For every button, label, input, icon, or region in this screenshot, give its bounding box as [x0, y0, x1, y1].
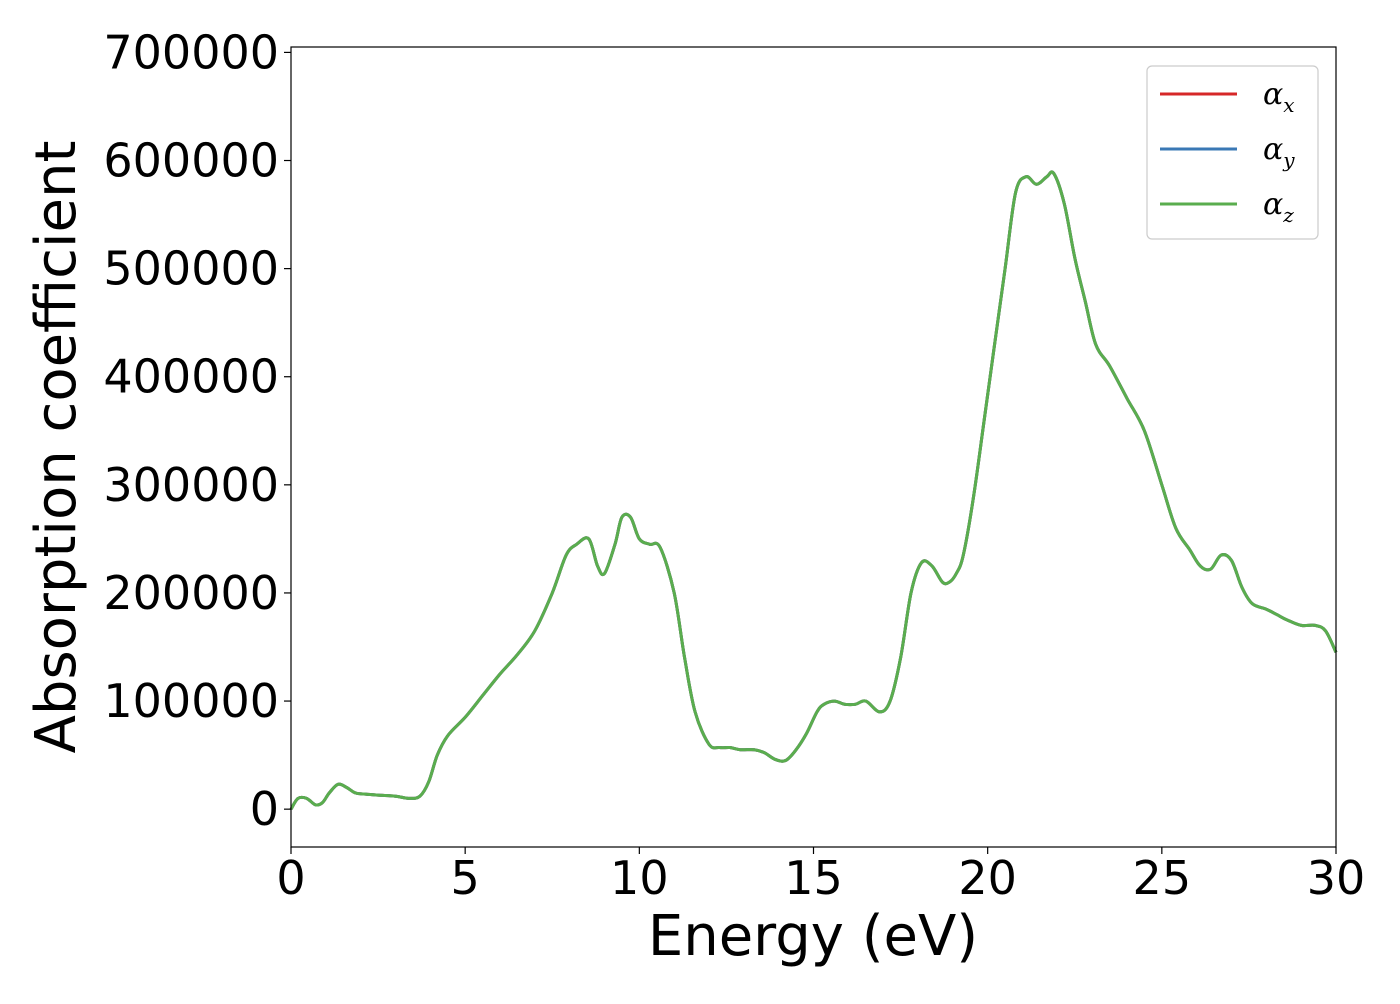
y-tick-label: 300000 [103, 458, 279, 512]
legend-label-subscript: x [1283, 93, 1294, 117]
y-tick-label: 500000 [103, 242, 279, 296]
y-tick-label: 600000 [103, 134, 279, 188]
series-line-alpha-z [289, 170, 1338, 811]
x-tick-label: 5 [451, 851, 480, 905]
x-tick-label: 0 [276, 851, 305, 905]
legend-label: αz [1263, 187, 1294, 227]
y-tick-label: 200000 [103, 566, 279, 620]
series-layer [289, 170, 1338, 811]
y-tick-label: 0 [250, 782, 279, 836]
x-tick-label: 20 [958, 851, 1017, 905]
y-axis-title: Absorption coefficient [24, 141, 89, 754]
legend-label-subscript: y [1282, 148, 1295, 172]
x-axis-title: Energy (eV) [648, 904, 978, 969]
y-tick-label: 100000 [103, 674, 279, 728]
x-axis: 0 5 10 15 20 25 30 [276, 847, 1365, 905]
legend-box [1146, 65, 1319, 240]
x-tick-label: 30 [1307, 851, 1366, 905]
y-tick-label: 400000 [103, 350, 279, 404]
legend-label-subscript: z [1282, 203, 1294, 227]
y-axis: 0 100000 200000 300000 400000 500000 600000 700… [103, 25, 291, 836]
x-tick-label: 25 [1133, 851, 1192, 905]
y-tick-label: 700000 [103, 25, 279, 79]
x-tick-label: 10 [610, 851, 669, 905]
x-tick-label: 15 [784, 851, 843, 905]
